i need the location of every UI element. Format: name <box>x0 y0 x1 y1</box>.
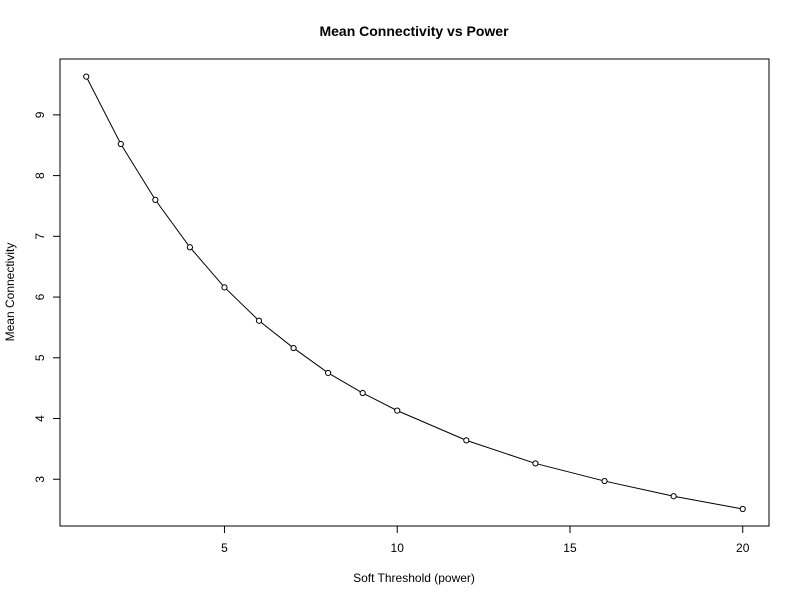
data-point <box>394 407 401 414</box>
chart-title: Mean Connectivity vs Power <box>319 23 509 39</box>
data-point <box>739 505 746 513</box>
plot-area <box>59 58 770 527</box>
data-point <box>325 369 332 377</box>
x-axis-label: Soft Threshold (power) <box>353 571 475 585</box>
y-tick-label: 8 <box>33 172 47 179</box>
x-tick-label: 10 <box>391 541 405 555</box>
data-point <box>601 477 608 485</box>
data-point <box>186 244 194 251</box>
data-point <box>221 284 228 291</box>
data-point <box>359 389 366 397</box>
y-tick-label: 3 <box>33 476 47 483</box>
y-axis: 3 4 5 6 7 8 9 <box>33 111 61 483</box>
data-point <box>532 460 539 467</box>
y-tick-label: 6 <box>33 293 47 300</box>
data-point <box>670 493 677 500</box>
data-point <box>463 437 470 444</box>
data-point <box>290 344 297 352</box>
x-axis: 5 10 15 20 <box>221 525 750 555</box>
series-line <box>85 76 743 510</box>
x-tick-label: 20 <box>736 541 750 555</box>
data-point <box>83 73 90 80</box>
data-point <box>152 196 159 203</box>
y-tick-label: 4 <box>33 415 47 422</box>
y-tick-label: 7 <box>33 233 47 240</box>
data-point <box>117 140 124 148</box>
data-point <box>255 317 263 324</box>
x-tick-label: 5 <box>221 541 228 555</box>
y-axis-label: Mean Connectivity <box>3 243 17 342</box>
y-tick-label: 5 <box>33 354 47 361</box>
x-tick-label: 15 <box>563 541 577 555</box>
series <box>83 73 746 513</box>
y-tick-label: 9 <box>33 111 47 118</box>
